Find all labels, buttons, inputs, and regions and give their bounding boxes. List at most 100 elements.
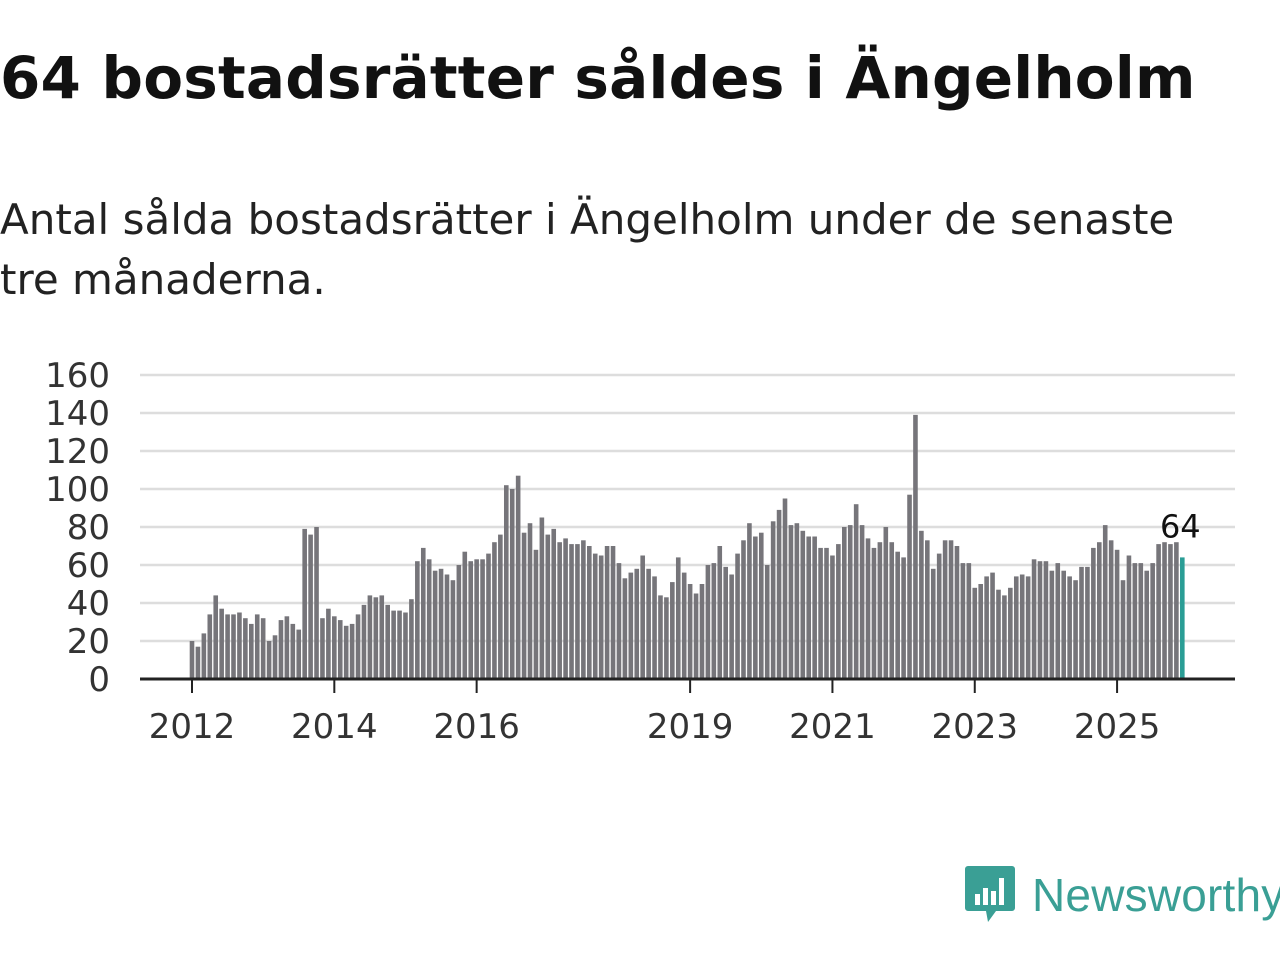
bar (272, 635, 278, 679)
newsworthy-icon (965, 866, 1015, 922)
bar (444, 574, 450, 679)
bar (853, 504, 859, 679)
y-tick-label: 60 (67, 546, 110, 586)
bar (812, 536, 817, 679)
x-tick-label: 2016 (433, 707, 520, 747)
bar (1156, 544, 1161, 679)
bar (616, 563, 622, 679)
bar (337, 620, 343, 679)
x-tick-label: 2021 (789, 707, 876, 747)
bar (308, 534, 313, 679)
bar (1067, 576, 1072, 679)
bar (462, 551, 468, 679)
bar (1025, 576, 1031, 679)
bar (213, 595, 219, 679)
bar (1073, 580, 1078, 679)
bar (996, 589, 1001, 679)
bar (907, 494, 912, 679)
bar (201, 633, 207, 679)
x-axis-ticks: 2012 2014 2016 2019 2021 2023 2025 (149, 679, 1160, 747)
bar (747, 523, 752, 679)
y-tick-label: 140 (45, 394, 110, 434)
x-tick-label: 2014 (291, 707, 378, 747)
bar (551, 528, 557, 679)
bar (249, 623, 254, 679)
bar (1031, 559, 1037, 679)
bar (847, 525, 853, 679)
bar (1055, 563, 1061, 679)
bar (770, 521, 776, 679)
bar (800, 530, 806, 679)
y-tick-label: 0 (88, 660, 110, 700)
bar (492, 542, 497, 679)
bar (824, 547, 829, 679)
bar (1019, 574, 1025, 679)
bar (278, 620, 284, 679)
bar (972, 587, 978, 679)
bar (658, 595, 663, 679)
bar (652, 576, 657, 679)
bar (1174, 542, 1179, 679)
y-tick-label: 120 (45, 432, 110, 472)
bar (1013, 576, 1019, 679)
bar (260, 618, 266, 679)
bar (741, 540, 746, 679)
bar (670, 582, 675, 679)
bar (379, 595, 385, 679)
bar (266, 641, 272, 679)
x-tick-label: 2019 (647, 707, 734, 747)
bar (533, 549, 539, 679)
bar (610, 546, 616, 679)
bar (480, 559, 485, 679)
bar (515, 475, 521, 679)
bar (385, 604, 390, 679)
bar (415, 561, 420, 679)
bar (587, 546, 592, 679)
bar (889, 542, 895, 679)
bar (859, 525, 865, 679)
bar (925, 540, 930, 679)
bar (1002, 595, 1007, 679)
bar (634, 568, 640, 679)
bar (254, 614, 260, 679)
bar (604, 546, 610, 679)
bar (355, 614, 361, 679)
bar (450, 580, 456, 679)
bar (640, 555, 645, 679)
bar (758, 532, 764, 679)
bar (1043, 561, 1049, 679)
bar (326, 608, 331, 679)
bar (361, 604, 367, 679)
bar (984, 576, 989, 679)
bar (729, 574, 734, 679)
bar (237, 612, 242, 679)
bar (646, 568, 651, 679)
bar (592, 553, 598, 679)
bar (1162, 542, 1167, 679)
bar (966, 563, 972, 679)
bar (628, 572, 634, 679)
bar (409, 599, 414, 679)
bar (1120, 580, 1126, 679)
chart-title: 64 bostadsrätter såldes i Ängelholm (0, 44, 1196, 112)
bar (189, 641, 195, 679)
bar (403, 612, 408, 679)
bar (883, 527, 889, 679)
bar (842, 527, 847, 679)
bar (936, 553, 942, 679)
bar (622, 578, 628, 679)
bar (569, 544, 574, 679)
bar (681, 572, 687, 679)
bar (539, 517, 545, 679)
bar (1049, 570, 1055, 679)
bar (426, 559, 432, 679)
bar (207, 614, 213, 679)
bar (1091, 547, 1096, 679)
bar (225, 614, 230, 679)
bar (664, 597, 669, 679)
bar (498, 534, 503, 679)
bar (1168, 544, 1173, 679)
bar (919, 530, 924, 679)
bar (373, 597, 379, 679)
